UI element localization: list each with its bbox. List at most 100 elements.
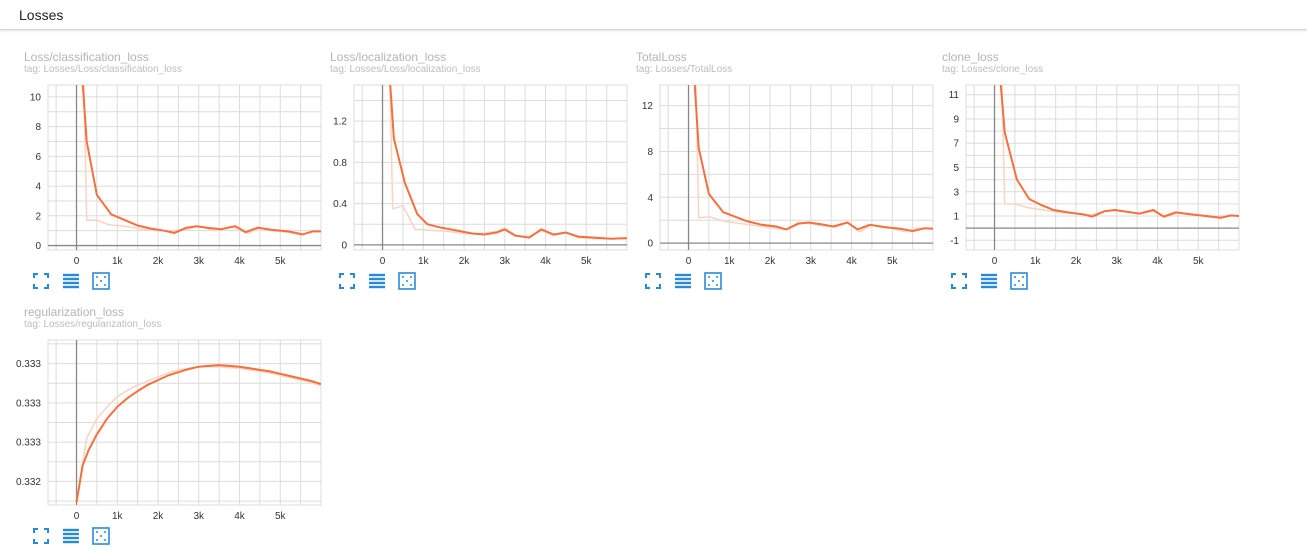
x-tick-label: 1k bbox=[112, 511, 124, 522]
x-tick-label: 5k bbox=[581, 256, 593, 267]
table-row-glyph bbox=[369, 273, 385, 277]
plot-frame bbox=[47, 84, 322, 251]
fit-domain-glyph bbox=[951, 273, 967, 289]
chart-toolbar bbox=[32, 272, 110, 290]
fit-domain-glyph bbox=[339, 273, 355, 289]
chart-title: clone_loss bbox=[942, 50, 999, 64]
y-tick-label: 0.333 bbox=[16, 438, 41, 449]
data-table-icon[interactable] bbox=[62, 272, 80, 290]
data-table-icon[interactable] bbox=[674, 272, 692, 290]
log-dot-glyph bbox=[410, 284, 412, 286]
chart-card-localization-loss: Loss/localization_loss tag: Losses/Loss/… bbox=[330, 50, 630, 290]
section-header[interactable]: Losses bbox=[0, 0, 1307, 30]
data-table-icon[interactable] bbox=[368, 272, 386, 290]
table-row-glyph bbox=[63, 532, 79, 536]
table-row-glyph bbox=[63, 528, 79, 532]
y-tick-label: 0 bbox=[341, 240, 347, 251]
x-tick-label: 0 bbox=[74, 256, 80, 267]
x-tick-label: 4k bbox=[1152, 256, 1164, 267]
log-frame-glyph bbox=[704, 272, 722, 290]
log-frame-glyph bbox=[92, 527, 110, 545]
y-tick-label: 0.4 bbox=[333, 199, 347, 210]
y-tick-label: 6 bbox=[35, 152, 41, 163]
y-tick-label: 5 bbox=[953, 163, 959, 174]
chart-tag: tag: Losses/clone_loss bbox=[942, 64, 1044, 75]
series-raw-line bbox=[389, 85, 627, 240]
y-tick-label: 0.333 bbox=[16, 398, 41, 409]
chart-card-classification-loss: Loss/classification_loss tag: Losses/Los… bbox=[24, 50, 324, 290]
line-chart[interactable]: 0 1k 2k 3k 4k 5k -1 1 3 5 7 9 11 bbox=[942, 50, 1242, 275]
log-scale-icon[interactable] bbox=[704, 272, 722, 290]
y-tick-label: 8 bbox=[647, 147, 653, 158]
table-row-glyph bbox=[63, 281, 79, 285]
chart-card-total-loss: TotalLoss tag: Losses/TotalLoss 0 1k 2k 3k 4… bbox=[636, 50, 936, 290]
fit-domain-icon[interactable] bbox=[32, 527, 50, 545]
x-tick-label: 1k bbox=[724, 256, 736, 267]
fit-domain-icon[interactable] bbox=[950, 272, 968, 290]
x-tick-label: 2k bbox=[153, 511, 165, 522]
x-tick-label: 2k bbox=[765, 256, 777, 267]
x-tick-label: 1k bbox=[112, 256, 124, 267]
line-chart[interactable]: 0 1k 2k 3k 4k 5k 0 2 4 6 8 10 bbox=[24, 50, 324, 275]
series-smoothed-line bbox=[75, 364, 321, 503]
log-scale-icon[interactable] bbox=[92, 527, 110, 545]
y-tick-label: 0 bbox=[35, 241, 41, 252]
line-chart[interactable]: 0 1k 2k 3k 4k 5k 0 4 8 12 bbox=[636, 50, 936, 275]
log-dot-glyph bbox=[402, 276, 404, 278]
x-tick-label: 5k bbox=[275, 256, 287, 267]
table-row-glyph bbox=[981, 281, 997, 285]
log-dot-glyph bbox=[406, 280, 408, 282]
fit-domain-icon[interactable] bbox=[338, 272, 356, 290]
y-tick-label: 12 bbox=[642, 101, 654, 112]
y-tick-label: 2 bbox=[35, 211, 41, 222]
x-tick-label: 0 bbox=[380, 256, 386, 267]
data-table-icon[interactable] bbox=[980, 272, 998, 290]
y-tick-label: 11 bbox=[949, 90, 960, 101]
table-row-glyph bbox=[63, 540, 79, 544]
y-tick-label: 10 bbox=[30, 92, 42, 103]
fit-domain-icon[interactable] bbox=[32, 272, 50, 290]
log-dot-glyph bbox=[1014, 284, 1016, 286]
series-raw-line bbox=[1001, 85, 1239, 219]
line-chart[interactable]: 0 1k 2k 3k 4k 5k 0 0.4 0.8 1.2 bbox=[330, 50, 630, 275]
chart-toolbar bbox=[338, 272, 416, 290]
chart-toolbar bbox=[32, 527, 110, 545]
fit-domain-glyph bbox=[33, 273, 49, 289]
x-tick-label: 5k bbox=[275, 511, 287, 522]
data-table-icon[interactable] bbox=[62, 527, 80, 545]
log-scale-icon[interactable] bbox=[92, 272, 110, 290]
x-tick-label: 2k bbox=[1071, 256, 1083, 267]
log-dot-glyph bbox=[96, 276, 98, 278]
log-dot-glyph bbox=[716, 276, 718, 278]
y-tick-label: 4 bbox=[647, 193, 653, 204]
table-row-glyph bbox=[63, 536, 79, 540]
x-tick-label: 2k bbox=[153, 256, 165, 267]
log-frame-glyph bbox=[398, 272, 416, 290]
x-tick-label: 4k bbox=[846, 256, 858, 267]
chart-tag: tag: Losses/regularization_loss bbox=[24, 319, 162, 330]
log-dot-glyph bbox=[1014, 276, 1016, 278]
fit-domain-glyph bbox=[645, 273, 661, 289]
y-tick-label: 0.332 bbox=[16, 477, 41, 488]
log-dot-glyph bbox=[100, 535, 102, 537]
table-row-glyph bbox=[675, 277, 691, 281]
log-dot-glyph bbox=[708, 276, 710, 278]
line-chart[interactable]: 0 1k 2k 3k 4k 5k 0.332 0.333 0.333 0.333 bbox=[16, 305, 324, 530]
y-tick-label: 3 bbox=[953, 187, 959, 198]
series-smoothed-line bbox=[999, 85, 1239, 219]
y-tick-label: 4 bbox=[35, 182, 41, 193]
log-dot-glyph bbox=[712, 280, 714, 282]
y-tick-label: 9 bbox=[953, 114, 959, 125]
chart-title: Loss/localization_loss bbox=[330, 50, 447, 64]
x-tick-label: 1k bbox=[1030, 256, 1042, 267]
log-dot-glyph bbox=[1018, 280, 1020, 282]
fit-domain-icon[interactable] bbox=[644, 272, 662, 290]
y-tick-label: 0 bbox=[647, 239, 653, 250]
log-scale-icon[interactable] bbox=[398, 272, 416, 290]
chart-tag: tag: Losses/TotalLoss bbox=[636, 64, 733, 75]
chart-tag: tag: Losses/Loss/localization_loss bbox=[330, 64, 481, 75]
x-tick-label: 3k bbox=[805, 256, 817, 267]
x-tick-label: 4k bbox=[540, 256, 552, 267]
log-scale-icon[interactable] bbox=[1010, 272, 1028, 290]
log-dot-glyph bbox=[104, 531, 106, 533]
